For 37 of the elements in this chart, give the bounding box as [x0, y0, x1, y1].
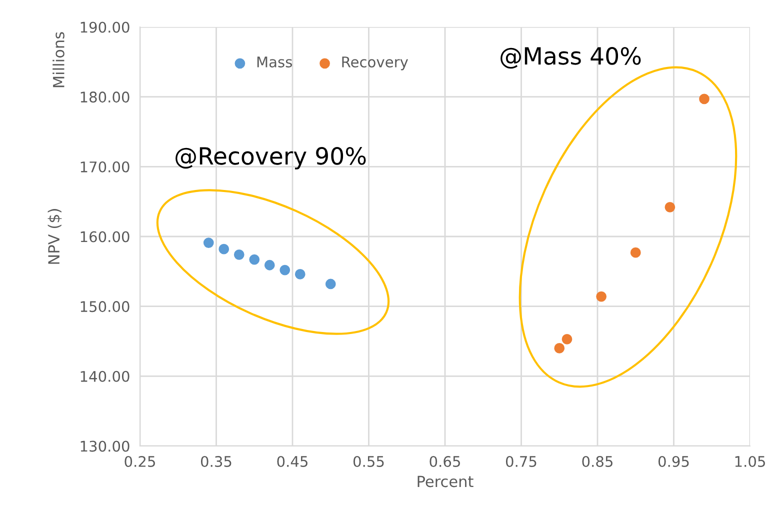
point: [325, 278, 336, 290]
point: [630, 247, 641, 258]
y-tick-label: 130.00: [80, 440, 130, 452]
point: [218, 244, 230, 254]
x-tick-label: 0.75: [506, 456, 536, 468]
point: [280, 264, 290, 276]
y-tick-label: 190.00: [80, 22, 130, 33]
x-axis-title: Percent: [418, 476, 474, 488]
x-tick-label: 0.65: [430, 456, 460, 468]
x-tick-label: 0.25: [124, 456, 155, 468]
x-tick-label: 0.95: [658, 456, 689, 468]
legend-label: Recovery: [342, 56, 408, 70]
point: [562, 334, 572, 344]
legend-label: Mass: [257, 56, 292, 68]
point: [664, 202, 676, 212]
x-tick-label: 0.55: [353, 456, 384, 468]
y-tick-label: 140.00: [80, 370, 130, 382]
y-tick-label: 150.00: [80, 301, 130, 312]
y-tick-label: 160.00: [80, 231, 130, 242]
point: [294, 269, 306, 280]
point: [596, 291, 607, 302]
point: [234, 249, 244, 260]
text: Millions: [52, 32, 64, 88]
annotation: @Mass 40%: [500, 46, 641, 69]
point: [249, 254, 260, 265]
point: [264, 260, 275, 270]
x-tick-label: 0.45: [277, 456, 308, 468]
point: [699, 94, 710, 104]
point: [203, 238, 214, 248]
y-axis-title: NPV ($): [48, 209, 62, 264]
x-tick-label: 0.85: [582, 456, 612, 468]
x-tick-label: 1.05: [735, 456, 765, 468]
y-tick-label: 180.00: [80, 92, 130, 103]
y-tick-label: 170.00: [80, 161, 130, 172]
annotation: @Recovery 90%: [176, 146, 366, 170]
point: [554, 343, 565, 354]
x-tick-label: 0.35: [200, 456, 232, 468]
